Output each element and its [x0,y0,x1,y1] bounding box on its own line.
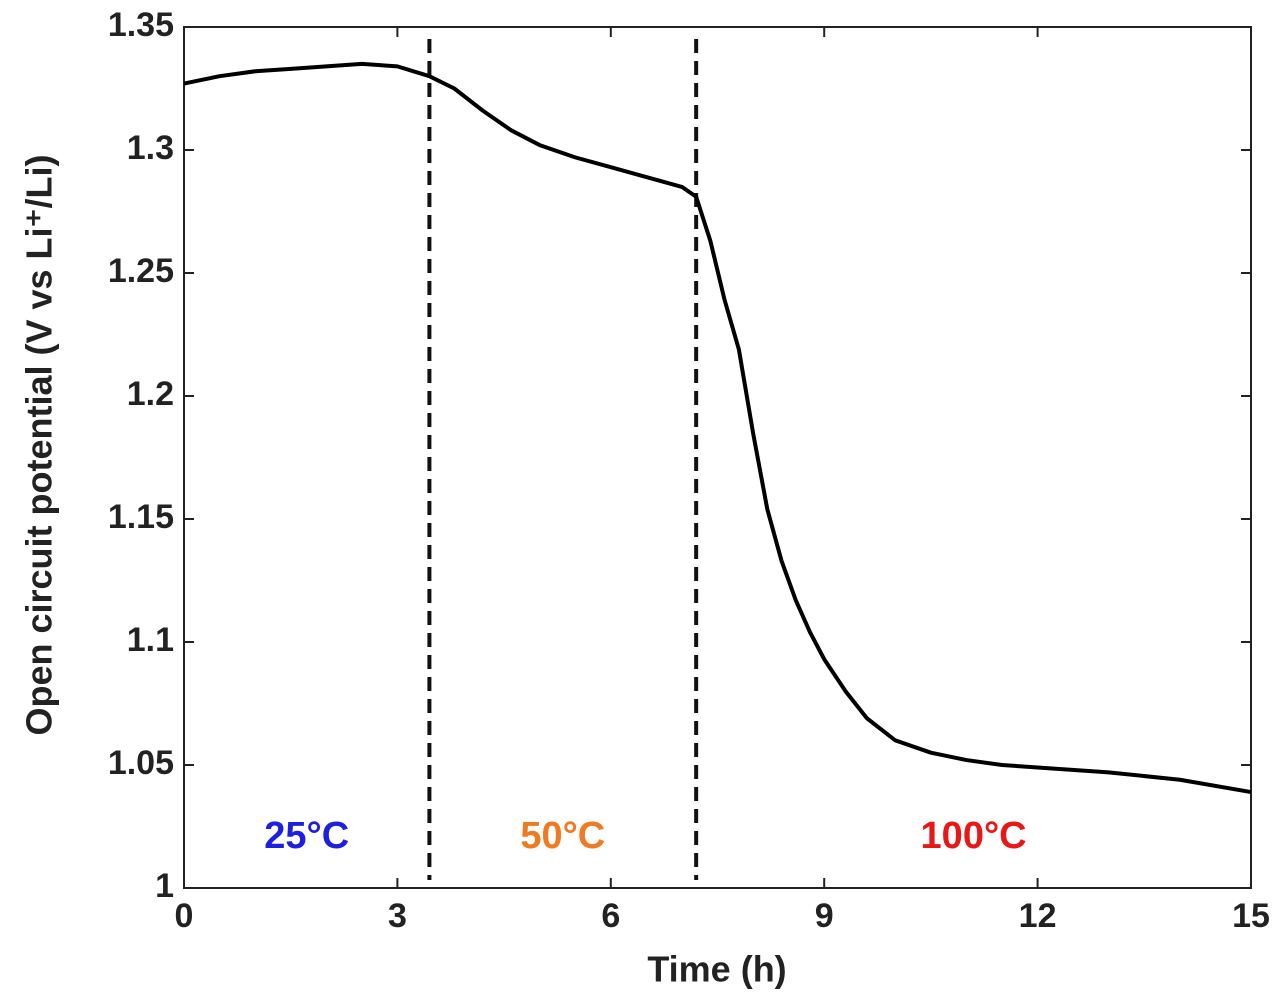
x-tick-label: 9 [815,897,834,935]
x-tick-label: 0 [175,897,194,935]
x-axis-label: Time (h) [647,949,786,990]
y-tick-label: 1.1 [127,621,174,659]
x-tick-label: 12 [1019,897,1057,935]
y-tick-label: 1.25 [108,252,174,290]
y-tick-label: 1 [155,867,174,905]
y-tick-label: 1.15 [108,498,174,536]
y-axis-label: Open circuit potential (V vs Li⁺/Li) [19,154,60,735]
y-tick-label: 1.2 [127,375,174,413]
y-tick-label: 1.35 [108,6,174,44]
annotation: 50°C [520,815,605,857]
data-line [183,61,1252,795]
annotation: 100°C [921,815,1027,857]
annotation: 25°C [264,815,349,857]
plot-frame [183,26,1252,889]
x-tick-label: 15 [1232,897,1270,935]
x-tick-label: 3 [388,897,407,935]
y-tick-label: 1.05 [108,744,174,782]
x-tick-label: 6 [601,897,620,935]
y-tick-label: 1.3 [127,129,174,167]
